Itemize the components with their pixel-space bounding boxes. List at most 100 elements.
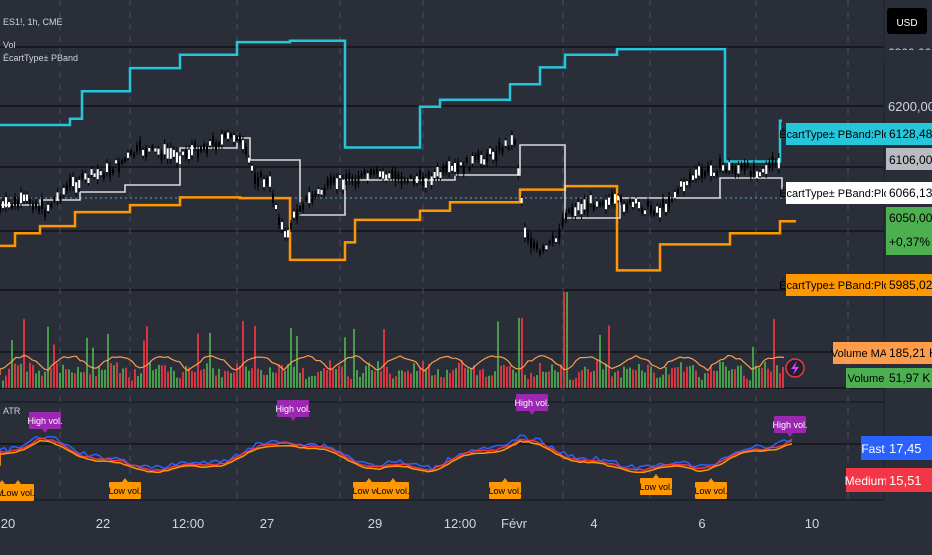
candle-body: [495, 150, 498, 162]
candle-body: [629, 199, 631, 204]
candle-body: [251, 165, 253, 171]
currency-button[interactable]: [887, 8, 927, 34]
candle-body: [759, 172, 761, 177]
low-vol-tag: [695, 482, 727, 499]
volume-bar: [479, 370, 481, 388]
volume-bar: [464, 367, 466, 388]
candle-body: [212, 136, 214, 146]
tag-pointer: [502, 478, 508, 482]
candle-body: [555, 238, 557, 242]
candle-body: [743, 162, 746, 171]
candle-body: [5, 197, 7, 208]
candle-body: [323, 187, 326, 195]
candle-body: [299, 205, 301, 212]
volume-bar: [428, 363, 430, 388]
candle-body: [608, 197, 610, 205]
volume-bar: [59, 373, 61, 388]
fast-value: 17,45: [889, 441, 922, 456]
candle-body: [14, 197, 16, 206]
time-tick-3: 27: [260, 516, 274, 531]
candle-body: [734, 167, 737, 175]
candle-body: [558, 228, 561, 240]
volume-bar: [281, 364, 283, 388]
candle-body: [369, 169, 372, 175]
candle-body: [731, 165, 734, 172]
change-price-value: 6050,00: [889, 211, 932, 225]
volume-bar: [620, 377, 622, 388]
medium-value-label: [886, 468, 932, 492]
volume-bar: [104, 369, 106, 388]
volume-bar: [173, 370, 175, 388]
candle-body: [749, 170, 752, 178]
upper-band: [0, 39, 782, 163]
candle-body: [345, 174, 348, 186]
volume-bar: [260, 369, 262, 388]
candle-body: [339, 175, 341, 179]
candle-body: [448, 161, 451, 173]
volume-bar: [41, 375, 43, 388]
high-vol-tag: [29, 412, 61, 429]
volume-bar: [398, 370, 400, 388]
currency-label: USD: [896, 18, 917, 29]
candle-body: [227, 132, 229, 139]
volume-bar: [407, 370, 409, 388]
candle-body: [774, 160, 777, 166]
volume-bar: [137, 376, 139, 388]
candle-body: [44, 210, 46, 218]
volume-bar: [188, 367, 190, 388]
candle-body: [471, 156, 474, 164]
volume-bar: [611, 376, 613, 388]
volume-bar: [455, 368, 457, 388]
volume-bar: [284, 370, 286, 388]
candle-body: [348, 172, 351, 181]
time-tick-0: 20: [1, 516, 15, 531]
volume-bar: [14, 363, 16, 388]
candle-body: [236, 137, 238, 141]
candle-body: [719, 158, 721, 168]
candle-body: [704, 171, 706, 177]
candle-body: [239, 135, 241, 142]
candle-body: [623, 204, 625, 212]
volume-bar: [200, 370, 202, 388]
fast-name-label: [861, 436, 886, 460]
volume-bar: [197, 333, 199, 388]
volume-bar: [26, 371, 28, 388]
candle-body: [641, 208, 643, 214]
volume-bar: [722, 361, 724, 388]
volume-bar: [440, 376, 442, 388]
volume-name: Volume: [848, 373, 885, 385]
candle-body: [542, 246, 545, 252]
volume-bar: [308, 376, 310, 388]
candle-body: [388, 173, 391, 179]
volume-bar: [125, 367, 127, 388]
candle-body: [762, 168, 765, 173]
candle-body: [454, 163, 456, 172]
volume-bar: [434, 374, 436, 388]
candle-body: [677, 188, 679, 195]
volume-bar: [371, 370, 373, 388]
atr-fast-line: [0, 434, 793, 471]
candle-body: [332, 177, 335, 183]
volume-bar: [743, 375, 745, 388]
symbol-title: ES1!, 1h, CME: [3, 17, 63, 27]
candle-body: [260, 172, 262, 178]
volume-bar: [551, 364, 553, 388]
indicator-band-label[interactable]: ÉcartType± PBand: [3, 53, 78, 63]
volume-bar: [719, 361, 721, 388]
candle-body: [278, 217, 280, 226]
candle-body: [716, 171, 718, 176]
candle-body: [372, 170, 375, 175]
volume-bar: [20, 363, 22, 388]
time-tick-6: Févr: [501, 516, 528, 531]
volume-bar: [437, 369, 439, 388]
volume-bar: [47, 326, 49, 388]
volume-bar: [389, 373, 391, 388]
indicator-atr-label[interactable]: ATR: [3, 406, 21, 416]
volume-bar: [347, 376, 349, 388]
volume-bar: [767, 368, 769, 388]
candle-body: [611, 193, 613, 203]
candle-body: [722, 165, 725, 171]
indicator-vol-label[interactable]: Vol: [3, 40, 16, 50]
upper-band-name-label: [786, 123, 886, 145]
